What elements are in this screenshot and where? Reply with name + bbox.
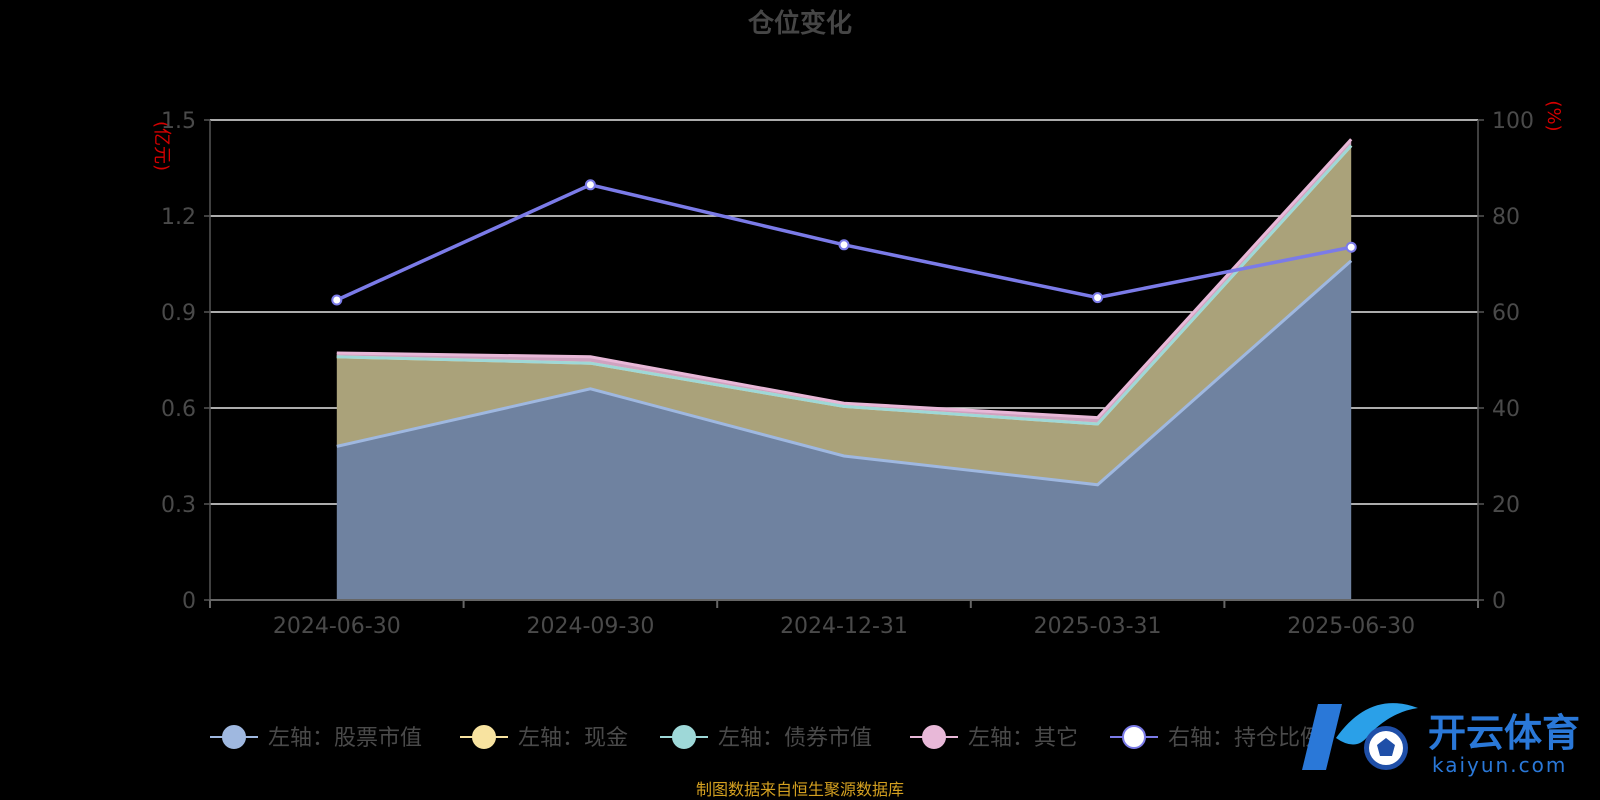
area-edge-line-1	[336, 259, 1353, 487]
legend-label: 右轴：持仓比例	[1168, 726, 1322, 751]
axes: 0 0.3 0.6 0.9 1.2 1.5 0 20 40 60 80 100 2024-06-30 20…	[161, 109, 1534, 639]
x-axis-tick-label: 2024-12-31	[780, 614, 908, 639]
line-series	[331, 138, 1357, 487]
area-edge-line-4	[336, 138, 1353, 420]
legend-label: 左轴：其它	[968, 726, 1078, 751]
chart-title: 仓位变化	[747, 8, 852, 39]
x-axis-tick-label: 2024-06-30	[273, 614, 401, 639]
legend-item[interactable]: 左轴：其它	[910, 725, 1078, 751]
watermark-brand: 开云体育	[1428, 711, 1580, 755]
right-axis-tick-label: 0	[1492, 589, 1506, 614]
x-axis-tick-label: 2025-06-30	[1287, 614, 1415, 639]
right-axis-tick-label: 100	[1492, 109, 1534, 134]
legend-marker-icon	[922, 725, 946, 749]
legend-item[interactable]: 左轴：现金	[460, 725, 628, 751]
right-axis-tick-label: 60	[1492, 301, 1520, 326]
ratio-point[interactable]	[838, 239, 850, 251]
ratio-point[interactable]	[584, 179, 596, 191]
area-series	[336, 139, 1352, 600]
legend-item[interactable]: 右轴：持仓比例	[1110, 725, 1322, 751]
legend-label: 左轴：债券市值	[718, 726, 872, 751]
legend[interactable]: 左轴：股票市值 左轴：现金 左轴：债券市值 左轴：其它 右轴：持仓比例	[210, 725, 1322, 751]
left-axis-tick-label: 0.3	[161, 493, 196, 518]
right-axis-unit: (%)	[1543, 100, 1564, 131]
left-axis-tick-label: 0.9	[161, 301, 196, 326]
area-1	[336, 260, 1352, 600]
watermark-logo: 开云体育 kaiyun.com	[1302, 703, 1580, 777]
x-axis-tick-label: 2025-03-31	[1034, 614, 1162, 639]
right-axis-tick-label: 40	[1492, 397, 1520, 422]
legend-marker-icon	[222, 725, 246, 749]
right-axis-tick-label: 80	[1492, 205, 1520, 230]
ratio-point[interactable]	[1345, 241, 1357, 253]
ratio-point[interactable]	[1092, 292, 1104, 304]
watermark-site: kaiyun.com	[1432, 753, 1567, 777]
legend-marker-icon	[1122, 725, 1146, 749]
ratio-point[interactable]	[331, 294, 343, 306]
area-2	[336, 145, 1352, 485]
legend-marker-icon	[472, 725, 496, 749]
left-axis-tick-label: 0	[182, 589, 196, 614]
right-axis-tick-label: 20	[1492, 493, 1520, 518]
legend-label: 左轴：现金	[518, 726, 628, 751]
left-axis-tick-label: 1.5	[161, 109, 196, 134]
legend-item[interactable]: 左轴：债券市值	[660, 725, 872, 751]
legend-marker-icon	[672, 725, 696, 749]
left-axis-tick-label: 1.2	[161, 205, 196, 230]
kaiyun-logo-icon	[1302, 703, 1418, 770]
x-axis-tick-label: 2024-09-30	[526, 614, 654, 639]
legend-item[interactable]: 左轴：股票市值	[210, 725, 422, 751]
left-axis-tick-label: 0.6	[161, 397, 196, 422]
area-edge-line-3	[336, 144, 1353, 426]
left-axis-unit: (亿元)	[151, 121, 172, 171]
data-source-note: 制图数据来自恒生聚源数据库	[696, 780, 904, 799]
legend-label: 左轴：股票市值	[268, 726, 422, 751]
